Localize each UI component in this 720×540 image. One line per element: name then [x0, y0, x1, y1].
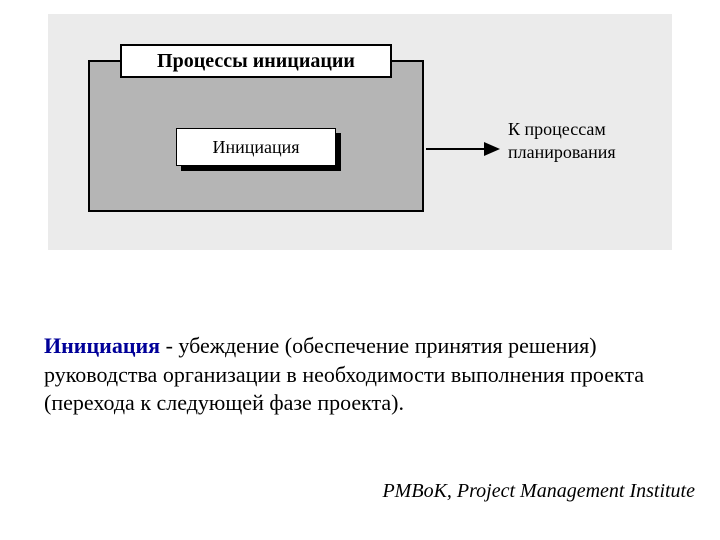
definition-term: Инициация	[44, 333, 160, 358]
arrow-label: К процессам планирования	[508, 118, 658, 163]
arrow-label-line1: К процессам	[508, 119, 606, 139]
process-group-title: Процессы инициации	[120, 44, 392, 78]
arrow-head	[484, 142, 500, 156]
attribution-text: PMBoK, Project Management Institute	[315, 480, 695, 503]
arrow-label-line2: планирования	[508, 142, 616, 162]
initiation-label: Инициация	[212, 137, 299, 158]
definition-separator: -	[160, 333, 178, 358]
box-front: Инициация	[176, 128, 336, 166]
initiation-box: Инициация	[176, 128, 336, 166]
arrow-shaft	[426, 148, 486, 150]
diagram-panel: Процессы инициации Инициация К процессам…	[48, 14, 672, 250]
arrow-icon	[426, 142, 500, 156]
title-text: Процессы инициации	[157, 50, 355, 73]
definition-paragraph: Инициация - убеждение (обеспечение приня…	[44, 332, 684, 418]
